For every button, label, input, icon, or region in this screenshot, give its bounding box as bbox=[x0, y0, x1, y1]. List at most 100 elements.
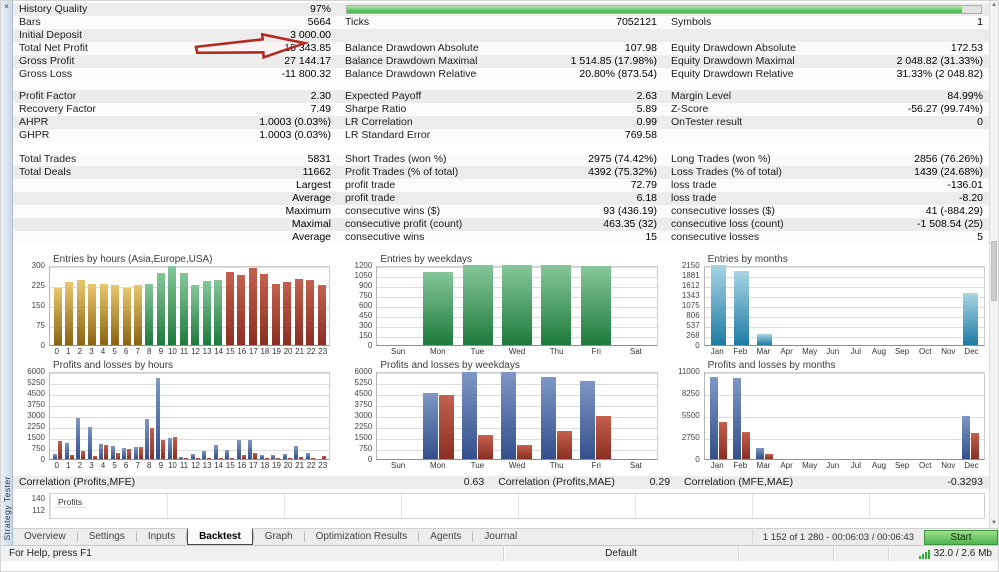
x-tick-label: 22 bbox=[306, 347, 316, 356]
scrollbar-down-icon[interactable]: ▼ bbox=[991, 520, 997, 526]
stat-label: Expected Payoff bbox=[345, 90, 422, 102]
stats-block: History Quality 97% Bars 5664 Ticks 7052121 Sy… bbox=[13, 3, 991, 81]
bar bbox=[76, 280, 85, 345]
tab-journal[interactable]: Journal bbox=[484, 531, 518, 542]
stats-row: Average consecutive wins 15 consecutive los… bbox=[13, 231, 991, 244]
x-tick-label: Tue bbox=[470, 461, 485, 470]
x-tick-label: 7 bbox=[135, 347, 140, 356]
tab-overview[interactable]: Overview bbox=[24, 531, 66, 542]
bar-slot bbox=[798, 373, 821, 459]
y-tick-label: 5250 bbox=[27, 378, 45, 387]
x-tick-label: Sun bbox=[391, 347, 406, 356]
stat-value: Largest bbox=[295, 179, 331, 191]
bar bbox=[248, 268, 257, 345]
bar bbox=[287, 458, 292, 459]
x-tick-label: Feb bbox=[733, 347, 748, 356]
bar bbox=[202, 281, 211, 345]
bar bbox=[478, 435, 494, 459]
bar bbox=[138, 447, 143, 459]
bar bbox=[104, 445, 109, 459]
stat-balance-drawdown-absolute: Balance Drawdown Absolute 107.98 bbox=[339, 42, 665, 55]
x-tick-label: Jul bbox=[850, 461, 861, 470]
stat-value: Average bbox=[292, 231, 331, 243]
chart-y-axis: 0 268 537 806 1075 1343 1612 1881 2150 bbox=[668, 261, 704, 350]
vertical-scrollbar[interactable]: ▲ ▼ bbox=[989, 1, 998, 528]
panel-title-vertical: Strategy Tester bbox=[2, 476, 12, 541]
bar bbox=[214, 280, 223, 345]
stat-value: -136.01 bbox=[947, 179, 983, 191]
x-tick-label: 4 bbox=[100, 461, 106, 470]
bar bbox=[282, 454, 287, 459]
y-tick-label: 225 bbox=[31, 281, 45, 290]
stat-profit-trades-of-total: Profit Trades (% of total) 4392 (75.32%) bbox=[339, 166, 665, 179]
chart-plot-area bbox=[49, 372, 331, 460]
bar bbox=[422, 393, 438, 459]
x-tick-label: 7 bbox=[135, 461, 140, 470]
tab-graph[interactable]: Graph bbox=[264, 531, 293, 542]
bar-slot bbox=[316, 373, 327, 459]
x-tick-label: Oct bbox=[918, 461, 932, 470]
bar-slot bbox=[247, 373, 258, 459]
bar-slot bbox=[121, 267, 132, 345]
y-tick-label: 150 bbox=[358, 331, 373, 340]
tab-inputs[interactable]: Inputs bbox=[147, 531, 176, 542]
x-tick-label: 5 bbox=[112, 461, 117, 470]
bar-slot bbox=[190, 373, 201, 459]
stat-empty bbox=[665, 129, 991, 142]
stat-ghpr: GHPR 1.0003 (0.03%) bbox=[13, 129, 339, 142]
bar-slot bbox=[86, 267, 97, 345]
y-tick-label: 900 bbox=[358, 281, 373, 290]
x-tick-label: 17 bbox=[248, 347, 258, 356]
bar bbox=[423, 272, 454, 345]
stat-average: Average bbox=[13, 231, 339, 244]
bar-slot bbox=[844, 267, 867, 345]
progress-track bbox=[346, 5, 982, 14]
mini-ytick: 112 bbox=[32, 506, 45, 515]
x-tick-label: 2 bbox=[77, 347, 83, 356]
tab-agents[interactable]: Agents bbox=[430, 531, 462, 542]
bar-slot bbox=[707, 373, 730, 459]
status-profile[interactable]: Default bbox=[503, 546, 738, 561]
bar bbox=[195, 458, 200, 459]
bar bbox=[87, 427, 92, 459]
x-tick-label: 17 bbox=[248, 461, 258, 470]
start-button[interactable]: Start bbox=[924, 529, 998, 545]
x-tick-label: 19 bbox=[272, 347, 281, 356]
tab-backtest[interactable]: Backtest bbox=[187, 528, 253, 545]
stat-label: Gross Profit bbox=[19, 55, 75, 67]
bar-slot bbox=[615, 373, 654, 459]
scrollbar-up-icon[interactable]: ▲ bbox=[991, 2, 997, 8]
stat-equity-drawdown-maximal: Equity Drawdown Maximal 2 048.82 (31.33%) bbox=[665, 55, 991, 68]
bar-slot bbox=[109, 373, 120, 459]
stat-label: Total Net Profit bbox=[19, 42, 88, 54]
stats-row: Maximum consecutive wins ($) 93 (436.19) co… bbox=[13, 205, 991, 218]
bar-slot bbox=[258, 267, 269, 345]
tab-settings[interactable]: Settings bbox=[88, 531, 125, 542]
x-tick-label: 15 bbox=[225, 347, 235, 356]
bar bbox=[92, 456, 97, 459]
bar bbox=[76, 418, 81, 459]
x-tick-label: Dec bbox=[964, 347, 979, 356]
stat-label: Long Trades (won %) bbox=[671, 153, 771, 165]
scrollbar-thumb[interactable] bbox=[991, 241, 997, 301]
bar-slot bbox=[52, 267, 63, 345]
x-tick-label: 14 bbox=[214, 347, 224, 356]
stat-label: loss trade bbox=[671, 192, 717, 204]
chart-x-axis: Jan Feb Mar Apr May Jun Jul Aug Sep Oct Nov Dec bbox=[704, 346, 985, 357]
bar-slot bbox=[75, 373, 86, 459]
close-icon[interactable]: × bbox=[4, 2, 9, 11]
y-tick-label: 1881 bbox=[681, 271, 700, 281]
status-help-text: For Help, press F1 bbox=[9, 548, 92, 559]
stat-ticks: Ticks 7052121 bbox=[339, 16, 665, 29]
stat-label: Equity Drawdown Absolute bbox=[671, 42, 796, 54]
chart-x-axis: Sun Mon Tue Wed Thu Fri Sat bbox=[376, 460, 657, 471]
tab-optimization-results[interactable]: Optimization Results bbox=[315, 531, 408, 542]
mini-ytick: 140 bbox=[31, 494, 45, 503]
y-tick-label: 1075 bbox=[681, 301, 700, 310]
x-tick-label: Sat bbox=[629, 461, 642, 470]
x-tick-label: Jun bbox=[826, 347, 840, 356]
bar-slot bbox=[270, 267, 281, 345]
y-tick-label: 2150 bbox=[681, 261, 700, 270]
x-tick-label: 21 bbox=[295, 461, 305, 470]
